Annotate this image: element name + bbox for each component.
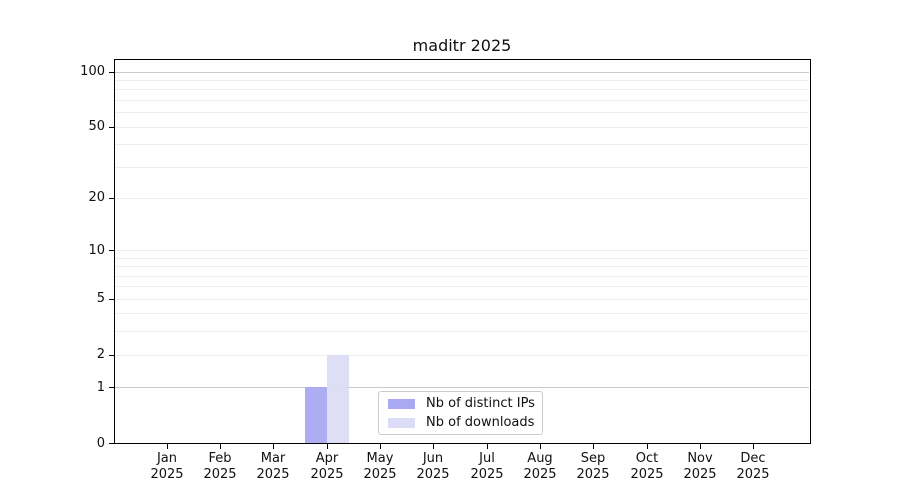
y-tick-label: 20	[88, 190, 105, 205]
y-tick-mark	[109, 355, 114, 356]
x-tick-mark	[380, 444, 381, 449]
gridline	[115, 89, 809, 90]
x-tick-mark	[593, 444, 594, 449]
y-tick-mark	[109, 299, 114, 300]
gridline	[115, 387, 809, 388]
y-tick-mark	[109, 72, 114, 73]
y-tick-label: 2	[96, 347, 105, 362]
legend-label-distinct-ips: Nb of distinct IPs	[426, 396, 535, 411]
y-tick-mark	[109, 127, 114, 128]
bar-nb-of-distinct-ips-apr	[305, 387, 327, 443]
gridline	[115, 80, 809, 81]
gridline	[115, 100, 809, 101]
legend-label-downloads: Nb of downloads	[426, 415, 535, 430]
x-tick-label-jan: Jan 2025	[150, 451, 184, 482]
x-tick-label-aug: Aug 2025	[523, 451, 557, 482]
gridline	[115, 355, 809, 356]
chart-title: maditr 2025	[412, 36, 512, 55]
gridline	[115, 331, 809, 332]
x-tick-label-dec: Dec 2025	[736, 451, 770, 482]
x-tick-mark	[327, 444, 328, 449]
x-tick-label-apr: Apr 2025	[310, 451, 344, 482]
y-tick-mark	[109, 443, 114, 444]
gridline	[115, 313, 809, 314]
x-tick-label-nov: Nov 2025	[683, 451, 717, 482]
gridline	[115, 299, 809, 300]
x-tick-label-may: May 2025	[363, 451, 397, 482]
gridline	[115, 266, 809, 267]
gridline	[115, 112, 809, 113]
y-tick-label: 50	[88, 119, 105, 134]
y-tick-mark	[109, 250, 114, 251]
gridline	[115, 258, 809, 259]
legend-entry-downloads: Nb of downloads	[388, 415, 542, 430]
plot-area	[114, 59, 811, 444]
y-tick-mark	[109, 198, 114, 199]
x-tick-label-oct: Oct 2025	[630, 451, 664, 482]
x-tick-mark	[220, 444, 221, 449]
gridline	[115, 72, 809, 73]
x-tick-label-jul: Jul 2025	[470, 451, 504, 482]
gridline	[115, 286, 809, 287]
bar-nb-of-downloads-apr	[327, 355, 349, 443]
y-tick-label: 1	[96, 380, 105, 395]
gridline	[115, 167, 809, 168]
x-tick-mark	[647, 444, 648, 449]
x-tick-label-sep: Sep 2025	[576, 451, 610, 482]
gridline	[115, 127, 809, 128]
legend: Nb of distinct IPs Nb of downloads	[378, 391, 543, 435]
legend-swatch-downloads	[388, 417, 415, 428]
x-tick-mark	[753, 444, 754, 449]
gridline	[115, 276, 809, 277]
y-tick-label: 10	[88, 243, 105, 258]
y-tick-label: 5	[96, 291, 105, 306]
x-tick-mark	[273, 444, 274, 449]
x-tick-label-feb: Feb 2025	[203, 451, 237, 482]
x-tick-mark	[540, 444, 541, 449]
legend-swatch-distinct-ips	[388, 398, 415, 409]
x-tick-mark	[433, 444, 434, 449]
x-tick-label-mar: Mar 2025	[256, 451, 290, 482]
y-tick-label: 100	[80, 64, 105, 79]
legend-entry-distinct-ips: Nb of distinct IPs	[388, 396, 542, 411]
y-tick-mark	[109, 387, 114, 388]
x-tick-mark	[487, 444, 488, 449]
x-tick-mark	[700, 444, 701, 449]
gridline	[115, 144, 809, 145]
gridline	[115, 198, 809, 199]
x-tick-mark	[167, 444, 168, 449]
y-tick-label: 0	[96, 436, 105, 451]
x-tick-label-jun: Jun 2025	[416, 451, 450, 482]
gridline	[115, 250, 809, 251]
